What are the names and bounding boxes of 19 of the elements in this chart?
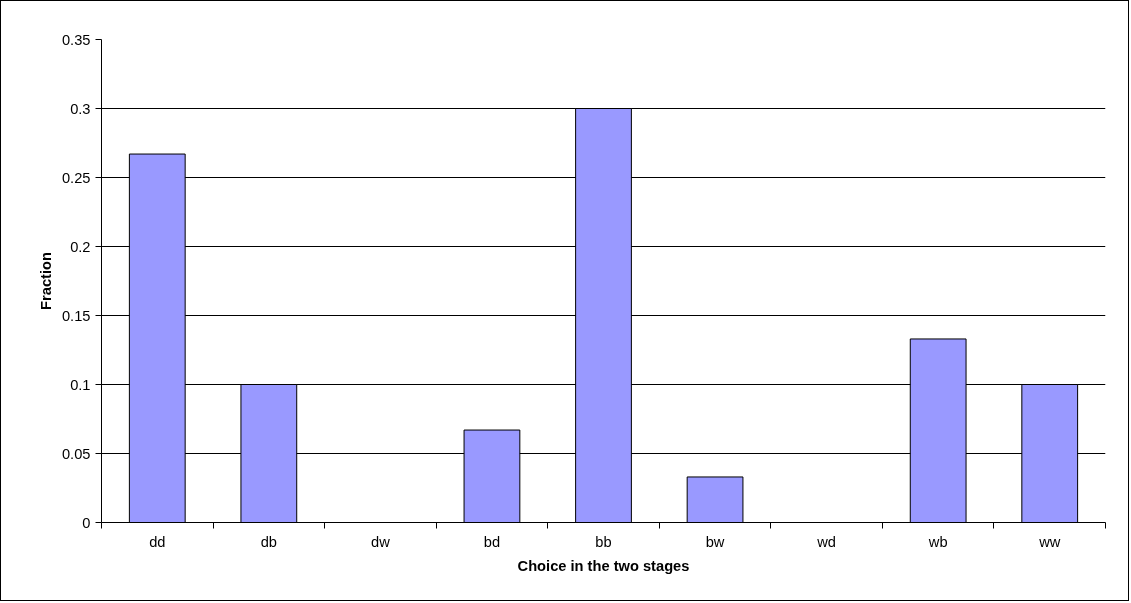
x-tick-label: ww (1038, 533, 1061, 550)
y-tick-label: 0.05 (61, 445, 91, 462)
x-tick-label: bd (483, 533, 501, 550)
y-tick-label: 0.15 (61, 307, 91, 324)
x-tick-label: wd (816, 533, 836, 550)
x-tick-label: bw (705, 533, 725, 550)
y-axis-title: Fraction (37, 252, 54, 310)
y-tick-label: 0.1 (70, 376, 91, 393)
y-tick-label: 0.3 (70, 100, 91, 117)
y-tick-label: 0.2 (70, 238, 91, 255)
x-tick-label: wb (927, 533, 948, 550)
x-tick-label: bb (595, 533, 612, 550)
x-axis-title: Choice in the two stages (517, 557, 690, 574)
y-tick-label: 0 (82, 514, 91, 531)
x-tick-label: dw (371, 533, 391, 550)
y-tick-label: 0.35 (61, 31, 91, 48)
x-tick-label: dd (149, 533, 166, 550)
y-tick-label: 0.25 (61, 169, 91, 186)
x-tick-label: db (260, 533, 277, 550)
